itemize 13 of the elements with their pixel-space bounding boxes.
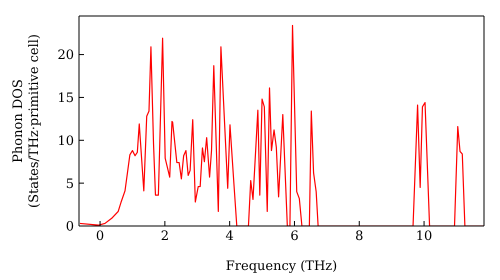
y-tick-label: 0 — [66, 220, 74, 235]
y-tick-label: 15 — [57, 91, 74, 106]
y-axis-title: Phonon DOS (States/THz·primitive cell) — [11, 34, 42, 208]
x-tick-label: 4 — [226, 229, 234, 244]
y-tick-label: 10 — [57, 134, 74, 149]
y-tick-label: 20 — [57, 48, 74, 64]
x-tick-label: 10 — [416, 229, 432, 244]
x-axis-title: Frequency (THz) — [226, 259, 338, 274]
y-tick-label: 5 — [66, 176, 74, 192]
x-tick-label: 6 — [290, 229, 299, 244]
x-tick-label: 8 — [355, 229, 364, 244]
x-tick-label: 2 — [160, 229, 169, 244]
x-tick-label: 0 — [96, 229, 104, 244]
